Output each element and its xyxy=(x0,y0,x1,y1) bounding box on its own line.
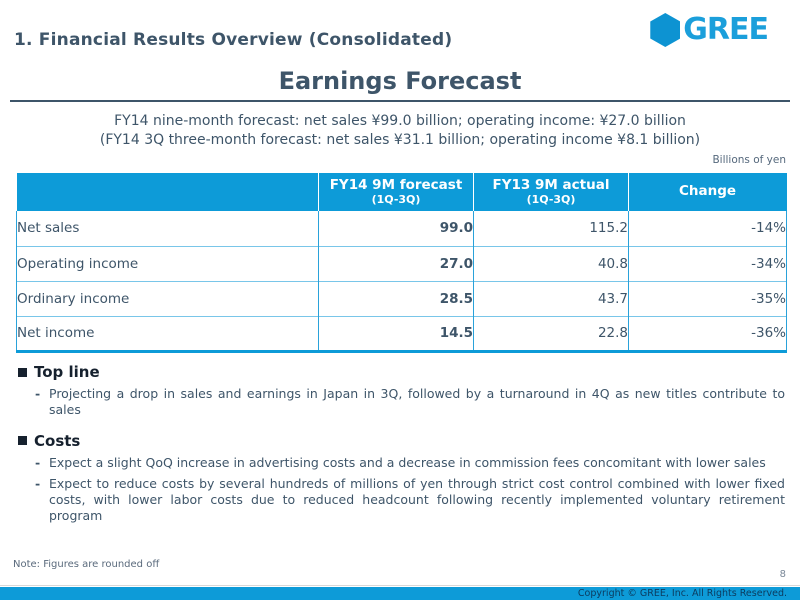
fy13-value: 40.8 xyxy=(473,245,629,281)
fy14-value: 99.0 xyxy=(318,211,474,246)
fy14-value: 28.5 xyxy=(318,280,474,316)
dash-marker: - xyxy=(35,454,41,470)
slide-section-title: 1. Financial Results Overview (Consolida… xyxy=(14,30,453,50)
square-bullet-icon xyxy=(18,436,27,445)
fy13-value: 115.2 xyxy=(473,211,629,246)
bullet-text: Expect to reduce costs by several hundre… xyxy=(49,475,785,524)
footer-divider xyxy=(0,585,800,586)
table-row: Net sales 99.0 115.2 -14% xyxy=(16,211,787,246)
change-value: -14% xyxy=(628,211,787,246)
header-cell-fy13-actual: FY13 9M actual (1Q-3Q) xyxy=(473,173,629,211)
bullet-text: Expect a slight QoQ increase in advertis… xyxy=(49,454,766,470)
section-heading: Top line xyxy=(18,363,785,381)
table-row: Ordinary income 28.5 43.7 -35% xyxy=(16,280,787,316)
change-value: -34% xyxy=(628,245,787,281)
page-title: Earnings Forecast xyxy=(278,67,522,95)
dash-marker: - xyxy=(35,475,41,491)
gree-logo-text: GREE xyxy=(683,12,769,47)
fy13-value: 43.7 xyxy=(473,280,629,316)
footer-bar: Copyright © GREE, Inc. All Rights Reserv… xyxy=(0,587,800,600)
section-top-line: Top line - Projecting a drop in sales an… xyxy=(18,363,785,419)
bullet-text: Projecting a drop in sales and earnings … xyxy=(49,386,785,418)
fy14-value: 14.5 xyxy=(318,315,474,353)
page-number: 8 xyxy=(779,569,786,580)
bullet-item: - Projecting a drop in sales and earning… xyxy=(18,386,785,419)
header-cell-blank xyxy=(16,173,319,211)
table-row: Net income 14.5 22.8 -36% xyxy=(16,315,787,353)
row-label: Operating income xyxy=(16,245,319,281)
bullet-item: - Expect a slight QoQ increase in advert… xyxy=(18,455,785,471)
section-costs: Costs - Expect a slight QoQ increase in … xyxy=(18,432,785,525)
fy14-value: 27.0 xyxy=(318,245,474,281)
dash-marker: - xyxy=(35,386,41,401)
copyright-text: Copyright © GREE, Inc. All Rights Reserv… xyxy=(577,588,787,599)
change-value: -36% xyxy=(628,315,787,353)
square-bullet-icon xyxy=(18,367,27,377)
table-unit-label: Billions of yen xyxy=(712,154,786,166)
footnote: Note: Figures are rounded off xyxy=(13,559,160,570)
header-cell-fy14-forecast: FY14 9M forecast (1Q-3Q) xyxy=(318,173,474,211)
forecast-summary-line2: (FY14 3Q three-month forecast: net sales… xyxy=(99,132,701,148)
section-title: Costs xyxy=(34,431,81,450)
earnings-forecast-table: FY14 9M forecast (1Q-3Q) FY13 9M actual … xyxy=(16,173,787,353)
row-label: Net income xyxy=(16,315,319,353)
section-title: Top line xyxy=(34,363,100,381)
gree-logo: GREE xyxy=(650,12,769,47)
row-label: Net sales xyxy=(16,211,319,246)
row-label: Ordinary income xyxy=(16,280,319,316)
commentary: Top line - Projecting a drop in sales an… xyxy=(18,363,785,538)
title-divider xyxy=(10,100,790,102)
fy13-value: 22.8 xyxy=(473,315,629,353)
bullet-item: - Expect to reduce costs by several hund… xyxy=(18,476,785,525)
table-header-row: FY14 9M forecast (1Q-3Q) FY13 9M actual … xyxy=(16,173,787,211)
change-value: -35% xyxy=(628,280,787,316)
header-cell-change: Change xyxy=(628,173,787,211)
table-row: Operating income 27.0 40.8 -34% xyxy=(16,245,787,281)
forecast-summary-line1: FY14 nine-month forecast: net sales ¥99.… xyxy=(114,113,686,129)
gree-hexagon-icon xyxy=(650,13,681,47)
section-heading: Costs xyxy=(18,432,785,450)
